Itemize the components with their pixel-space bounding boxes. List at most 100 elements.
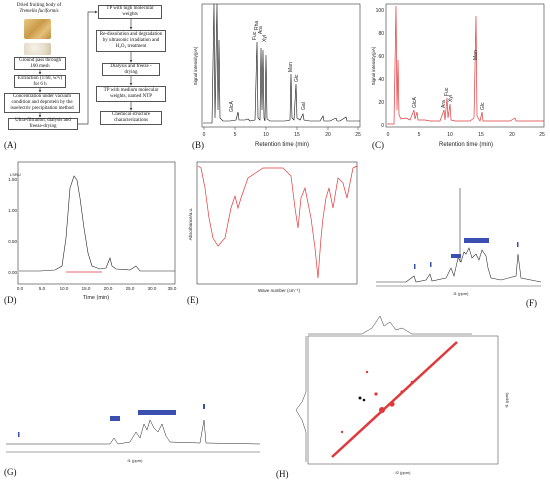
powder-photo [24, 43, 51, 55]
b-peak-rha: Rha [254, 21, 260, 30]
b-peak-fuc: Fuc [252, 31, 258, 40]
b-xtick-10: 10 [263, 132, 269, 138]
d-xlabel: Time (min) [83, 295, 109, 301]
h-diagonal [331, 341, 458, 458]
panel-d-gpc: 0.00 0.50 1.00 1.50 0.0 5.0 10.0 15.0 20… [0, 158, 180, 308]
panel-f-1h-nmr: f1 (ppm) (F) [366, 158, 550, 308]
c-ylabel: Signal intensity(pA) [371, 46, 376, 85]
d-ytick-150: 1.50 [8, 177, 17, 182]
panel-f-label: (F) [526, 298, 537, 308]
b-xtick-5: 5 [234, 132, 237, 138]
c-xtick-15: 15 [478, 132, 484, 138]
c-ytick-60: 60 [378, 54, 384, 60]
flow-box-raw-material-line1: Dried fruiting body of [16, 3, 62, 8]
flow-box-characterization: Chemical structure characterizations [100, 111, 162, 125]
h-xlabel: f2 (ppm) [396, 470, 412, 475]
panel-g-plot: f1 (ppm) [6, 404, 261, 463]
c-xtick-5: 5 [418, 132, 421, 138]
b-xtick-15: 15 [294, 132, 300, 138]
b-peak-man: Man [288, 62, 294, 72]
c-ytick-20: 20 [378, 100, 384, 106]
b-peak-glc: Glc [294, 74, 300, 82]
e-xlabel: Wave number (cm⁻¹) [258, 288, 300, 293]
flow-box-degradation-text: Re-dissolution and degradation by ultras… [99, 32, 163, 49]
b-ylabel: Signal intensity(pA) [193, 46, 198, 85]
panel-h-plot: f2 (ppm) f1 (ppm) [295, 315, 509, 475]
b-peak-xyl: Xyl [262, 35, 268, 42]
f-xlabel: f1 (ppm) [454, 291, 470, 296]
flow-box-ultrafiltration-text: Ultra-filtration, dialysis and freeze-dr… [15, 118, 71, 129]
flow-box-concentration: Concentration under vacuum condition and… [4, 93, 80, 113]
panel-e-ftir: Absorbance/a.u. Wave number (cm⁻¹) (E) [183, 158, 363, 308]
c-xlabel: Retention time (min) [439, 142, 493, 148]
flow-box-dialysis-text: Dialysis and freeze - drying [110, 63, 152, 75]
panel-e-plot: Absorbance/a.u. Wave number (cm⁻¹) [188, 161, 358, 293]
g-xlabel: f1 (ppm) [128, 458, 144, 463]
panel-e-label: (E) [187, 295, 199, 305]
mushroom-photo [24, 19, 51, 39]
flow-arrows [38, 10, 133, 125]
flow-box-grinding-text: Ground pass through 100 mesh [19, 57, 61, 69]
b-peak-glca: GlcA [229, 101, 235, 113]
c-peak-man: Man [473, 50, 479, 60]
panel-b-hplc: 0 5 10 15 20 25 Retention time (min) Sig… [190, 0, 365, 155]
panel-f-plot: f1 (ppm) [376, 188, 542, 296]
flow-box-raw-material-line2: Tremella fuciformis [19, 9, 59, 14]
d-trace [19, 175, 175, 272]
c-peak-glc: Glc [480, 102, 486, 110]
c-ytick-0: 0 [381, 123, 384, 129]
flow-box-dialysis: Dialysis and freeze - drying [102, 63, 160, 76]
c-ytick-40: 40 [378, 77, 384, 83]
panel-c-hplc: 0 20 40 60 80 100 0 5 10 15 20 25 Retent… [370, 0, 550, 155]
c-trace [387, 5, 544, 125]
b-trace [203, 3, 360, 124]
panel-h-2d-nmr: f2 (ppm) f1 (ppm) (H) [272, 312, 550, 483]
d-xtick-10: 10.0 [60, 286, 69, 291]
b-xlabel: Retention time (min) [255, 142, 309, 148]
c-ytick-80: 80 [378, 31, 384, 37]
flow-box-ntp: TP with medium molecular weights, named … [96, 86, 166, 102]
panel-a-label: (A) [4, 140, 17, 150]
d-xtick-35: 35.0 [168, 286, 177, 291]
flow-box-ultrafiltration: Ultra-filtration, dialysis and freeze-dr… [8, 118, 78, 130]
flow-box-raw-material: Dried fruiting body of Tremella fuciform… [8, 0, 70, 18]
c-ytick-100: 100 [376, 8, 385, 14]
c-peak-fuc: Fuc [444, 87, 450, 96]
flow-box-concentration-text: Concentration under vacuum condition and… [10, 94, 74, 111]
panel-c-plot: 0 20 40 60 80 100 0 5 10 15 20 25 Retent… [371, 3, 545, 148]
flow-box-extraction: Extraction (1:60, w/v) for 6 h [14, 75, 66, 88]
panel-a-flowchart: Dried fruiting body of Tremella fuciform… [0, 0, 185, 155]
d-xtick-20: 20.0 [104, 286, 113, 291]
panel-c-label: (C) [372, 140, 384, 150]
flow-box-grinding: Ground pass through 100 mesh [14, 57, 66, 70]
flow-box-characterization-text: Chemical structure characterizations [112, 112, 150, 123]
c-xtick-10: 10 [447, 132, 453, 138]
c-peak-glca: GlcA [412, 97, 418, 109]
b-peak-labels: GlcA Fuc Rha Ara Xyl Man Glc Gal [229, 21, 307, 112]
f-spectrum [376, 247, 542, 283]
c-xtick-25: 25 [539, 132, 545, 138]
flow-box-extraction-text: Extraction (1:60, w/v) for 6 h [17, 75, 63, 87]
d-xtick-0: 0.0 [17, 286, 24, 291]
d-xtick-30: 30.0 [148, 286, 157, 291]
b-xtick-0: 0 [203, 132, 206, 138]
b-peak-gal: Gal [301, 102, 307, 110]
h-side-projection [295, 336, 307, 462]
flow-box-ntp-text: TP with medium molecular weights, named … [103, 88, 159, 99]
e-ylabel: Absorbance/a.u. [188, 208, 193, 241]
b-xtick-20: 20 [325, 132, 331, 138]
g-spectrum [6, 419, 261, 445]
panel-b-plot: 0 5 10 15 20 25 Retention time (min) Sig… [193, 3, 361, 148]
panel-d-label: (D) [4, 295, 17, 305]
flow-box-high-mw-text: TP with high molecular weights [106, 6, 154, 17]
flow-box-high-mw: TP with high molecular weights [98, 5, 162, 19]
d-xtick-25: 25.0 [126, 286, 135, 291]
c-peak-xyl: Xyl [448, 95, 454, 102]
d-ytick-050: 0.50 [8, 239, 17, 244]
panel-g-label: (G) [4, 467, 17, 477]
d-ylabel: LSRU [10, 172, 21, 177]
panel-b-label: (B) [192, 140, 204, 150]
panel-d-plot: 0.00 0.50 1.00 1.50 0.0 5.0 10.0 15.0 20… [8, 161, 177, 301]
panel-h-label: (H) [276, 469, 289, 479]
